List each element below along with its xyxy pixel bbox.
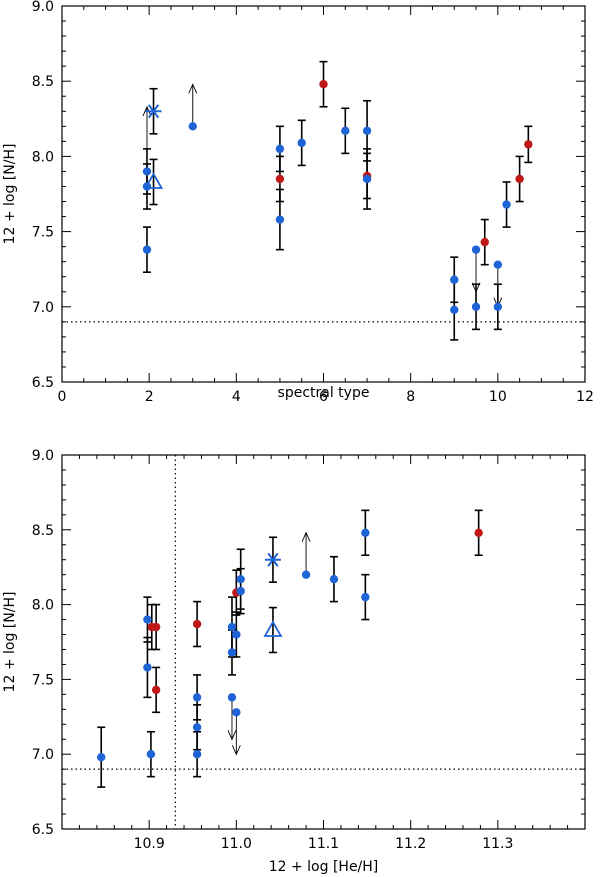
x-tick-label: 10.9 <box>134 836 165 852</box>
data-point-blue <box>502 200 511 209</box>
data-point-blue <box>97 752 106 762</box>
x-tick-label: 11.0 <box>221 836 252 852</box>
data-point-blue <box>143 615 152 624</box>
data-point-blue <box>297 138 306 148</box>
y-tick-label: 7.5 <box>32 672 54 688</box>
data-point-blue <box>192 723 202 732</box>
data-point-blue <box>450 305 459 315</box>
data-point-red <box>515 174 524 184</box>
y-tick-label: 7.0 <box>32 747 54 763</box>
data-point-blue <box>493 302 503 311</box>
x-tick-label: 10 <box>489 389 507 405</box>
data-point-blue <box>329 574 339 584</box>
data-point-blue <box>192 750 202 759</box>
x-tick-label: 0 <box>58 389 67 405</box>
y-tick-label: 8.5 <box>32 523 54 539</box>
data-point-blue <box>232 708 241 717</box>
data-point-red <box>192 619 202 629</box>
x-tick-label: 11.1 <box>308 836 339 852</box>
data-point-red <box>275 174 285 184</box>
y-axis-title: 12 + log [N/H] <box>2 592 18 693</box>
data-point-red <box>480 237 489 247</box>
plot-frame <box>61 454 586 830</box>
panel-helium-abundance: 6.5 7.0 7.5 8.0 8.5 9.0 10.9 11.0 11.1 11.2 11.3 12… <box>2 448 586 875</box>
x-axis-title: spectral type <box>278 385 370 401</box>
data-point-blue <box>142 245 152 254</box>
data-point-red <box>319 80 328 89</box>
x-tick-label: 2 <box>145 389 154 405</box>
y-tick-label: 6.5 <box>32 375 54 391</box>
data-point-blue <box>146 750 156 759</box>
x-tick-label: 6 <box>319 389 328 405</box>
y-axis-title: 12 + log [N/H] <box>2 144 18 245</box>
limit-arrow-head <box>142 105 152 117</box>
data-point-red <box>474 528 483 537</box>
y-tick-label: 6.5 <box>32 822 54 838</box>
y-tick-label: 8.0 <box>32 149 54 165</box>
y-tick-label: 8.0 <box>32 598 54 614</box>
data-point-red <box>151 622 161 632</box>
y-tick-label: 9.0 <box>32 0 54 15</box>
data-point-blue <box>236 586 245 596</box>
limit-arrow-head <box>227 730 237 741</box>
data-point-blue <box>275 215 285 224</box>
data-point-blue <box>143 663 152 672</box>
data-point-blue <box>192 693 202 702</box>
y-tick-label: 7.0 <box>32 300 54 316</box>
limit-arrow-head <box>231 745 241 756</box>
data-point-blue <box>227 693 237 702</box>
data-point-blue <box>493 260 503 269</box>
data-point-blue <box>341 126 350 136</box>
data-point-blue <box>361 592 370 602</box>
limit-arrow-head <box>188 83 198 94</box>
x-tick-label: 4 <box>232 389 241 405</box>
data-point-blue <box>275 144 285 154</box>
data-point-blue <box>301 570 311 579</box>
y-tick-label: 7.5 <box>32 225 54 241</box>
triangle-marker <box>263 620 283 637</box>
asterisk-marker <box>145 104 162 119</box>
data-point-blue <box>471 302 481 311</box>
x-tick-label: 12 <box>576 389 594 405</box>
limit-arrow-head <box>301 531 311 542</box>
data-point-blue <box>450 275 459 284</box>
data-point-blue <box>232 630 241 639</box>
y-tick-label: 9.0 <box>32 448 54 464</box>
panel-spectral-type: 6.5 7.0 7.5 8.0 8.5 9.0 0 2 4 6 8 10 12 spectral type… <box>2 0 594 405</box>
data-point-blue <box>142 167 152 176</box>
data-point-blue <box>188 122 197 131</box>
data-point-blue <box>227 622 237 632</box>
x-tick-label: 11.2 <box>395 836 426 852</box>
data-point-blue <box>361 528 370 537</box>
y-tick-label: 8.5 <box>32 74 54 90</box>
x-tick-label: 11.3 <box>482 836 513 852</box>
data-point-blue <box>227 648 237 657</box>
data-point-blue <box>236 574 245 584</box>
data-point-red <box>151 685 161 695</box>
x-tick-label: 8 <box>406 389 415 405</box>
data-point-red <box>524 140 533 149</box>
x-axis-title: 12 + log [He/H] <box>269 859 379 875</box>
data-point-blue <box>471 245 481 254</box>
asterisk-marker <box>264 552 281 567</box>
data-point-blue <box>362 126 372 136</box>
data-point-blue <box>362 174 372 184</box>
triangle-marker <box>143 172 164 189</box>
